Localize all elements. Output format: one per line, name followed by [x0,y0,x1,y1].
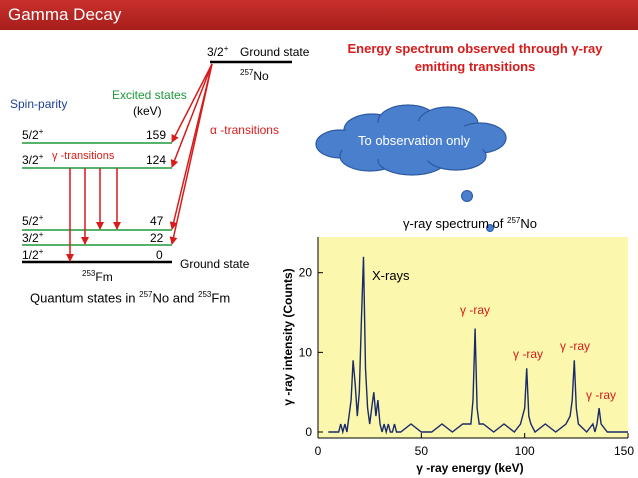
excited-states-header: Excited states [112,88,187,102]
alpha-transitions [169,63,213,245]
gamma-annotation-101: γ -ray [513,347,543,361]
y-axis-label: γ -ray intensity (Counts) [281,268,295,405]
gamma-annotation-76: γ -ray [460,303,490,317]
spectrum-trace [328,256,628,435]
xrays-annotation: X-rays [372,268,410,283]
title-bar: Gamma Decay [0,0,638,30]
y-tick-label: 10 [299,345,313,359]
level-diagram: 3/2+ Ground state 257No Spin-parity Exci… [10,44,310,284]
spin-parity-header: Spin-parity [10,97,67,111]
alpha-arrow-124 [170,63,213,168]
level-22-energy: 22 [150,231,164,245]
alpha-arrow-22 [169,63,213,245]
level-159-energy: 159 [146,128,166,142]
ground-state-label: Ground state [180,257,250,271]
kev-header: (keV) [133,104,162,118]
callout-cloud: To observation only [315,104,515,259]
bottom-nucleus-label: 253Fm [82,269,113,284]
level-124-spin: 3/2+ [22,152,44,167]
gamma-annotation-136: γ -ray [586,388,616,402]
callout-text: To observation only [358,133,471,148]
level-22-spin: 3/2+ [22,230,44,245]
gamma-transitions-label: γ -transitions [52,150,115,162]
spectrum-chart: γ-ray spectrum of 257No 0 50 100 150 01020 … [281,216,634,475]
spectrum-title: γ-ray spectrum of 257No [403,216,537,231]
quantum-states-caption: Quantum states in 257No and 253Fm [30,290,231,306]
x-tick-label: 0 [315,444,322,458]
slide-title: Gamma Decay [8,5,122,24]
alpha-arrow-159 [171,63,213,143]
top-spin: 3/2+ [207,44,229,59]
top-ground-label: Ground state [240,45,310,59]
level-0-energy: 0 [156,248,163,262]
level-47-spin: 5/2+ [22,213,44,228]
y-axis-ticks: 0 10 20 [299,266,323,439]
spectrum-heading: Energy spectrum observed through γ-ray e… [347,41,603,74]
y-tick-label: 20 [299,266,313,280]
level-0-spin: 1/2+ [22,247,44,262]
x-axis-ticks: 0 50 100 150 [315,433,634,458]
level-47-energy: 47 [150,214,164,228]
level-159-spin: 5/2+ [22,127,44,142]
alpha-label: α -transitions [210,123,279,137]
gamma-annotation-124: γ -ray [560,339,590,353]
level-124-energy: 124 [146,153,166,167]
x-tick-label: 50 [415,444,429,458]
gamma-transitions [66,168,121,262]
x-tick-label: 100 [515,444,535,458]
x-axis-label: γ -ray energy (keV) [416,461,523,475]
top-nucleus-label: 257No [240,68,269,83]
x-tick-label: 150 [614,444,634,458]
y-tick-label: 0 [305,425,312,439]
